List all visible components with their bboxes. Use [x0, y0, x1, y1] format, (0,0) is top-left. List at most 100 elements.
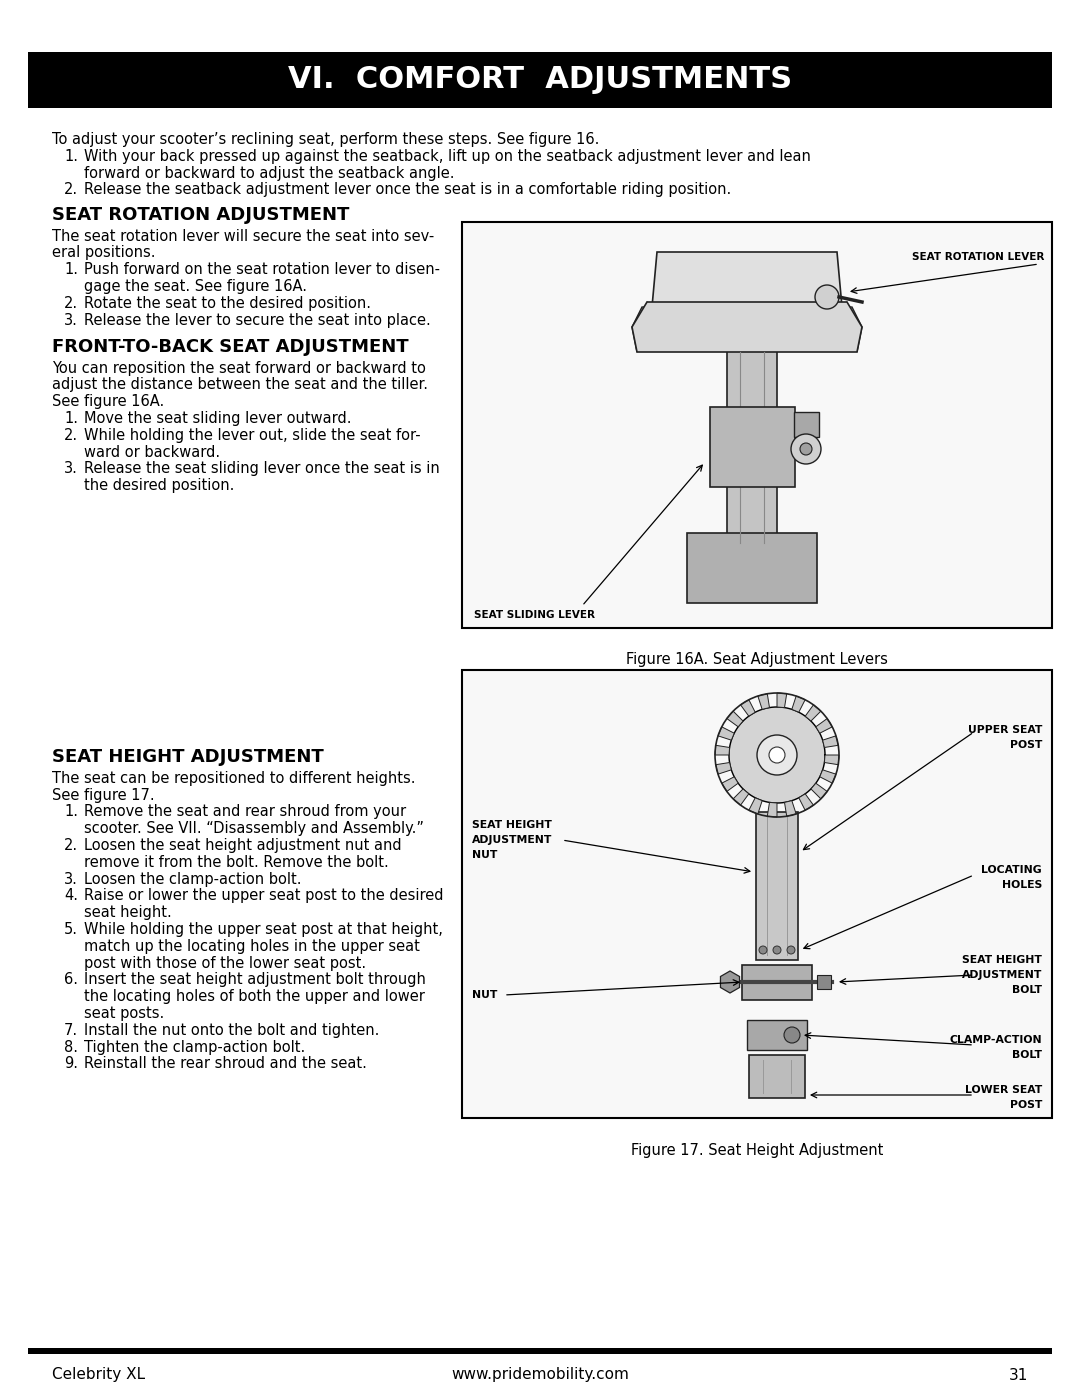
Text: Reinstall the rear shroud and the seat.: Reinstall the rear shroud and the seat. — [84, 1056, 367, 1071]
Polygon shape — [715, 746, 730, 754]
Text: BOLT: BOLT — [1012, 1051, 1042, 1060]
Text: LOCATING: LOCATING — [982, 865, 1042, 875]
Polygon shape — [632, 302, 862, 352]
Text: Release the seatback adjustment lever once the seat is in a comfortable riding p: Release the seatback adjustment lever on… — [84, 183, 731, 197]
Text: CLAMP-ACTION: CLAMP-ACTION — [949, 1035, 1042, 1045]
Text: Push forward on the seat rotation lever to disen-: Push forward on the seat rotation lever … — [84, 263, 440, 277]
Text: adjust the distance between the seat and the tiller.: adjust the distance between the seat and… — [52, 377, 428, 393]
Text: seat height.: seat height. — [84, 905, 172, 921]
Polygon shape — [823, 736, 838, 747]
Text: 6.: 6. — [64, 972, 78, 988]
Bar — [747, 1020, 807, 1051]
Text: SEAT HEIGHT: SEAT HEIGHT — [962, 956, 1042, 965]
Text: Rotate the seat to the desired position.: Rotate the seat to the desired position. — [84, 296, 372, 312]
Polygon shape — [758, 694, 769, 710]
Text: 8.: 8. — [64, 1039, 78, 1055]
Bar — [794, 412, 819, 437]
Text: See figure 17.: See figure 17. — [52, 788, 154, 802]
Text: Figure 17. Seat Height Adjustment: Figure 17. Seat Height Adjustment — [631, 1143, 883, 1158]
Polygon shape — [632, 302, 652, 352]
Polygon shape — [727, 711, 743, 726]
Text: ADJUSTMENT: ADJUSTMENT — [472, 835, 552, 845]
Polygon shape — [842, 302, 862, 352]
Text: the desired position.: the desired position. — [84, 478, 234, 493]
Text: remove it from the bolt. Remove the bolt.: remove it from the bolt. Remove the bolt… — [84, 855, 389, 870]
Text: ADJUSTMENT: ADJUSTMENT — [961, 970, 1042, 981]
Text: Loosen the seat height adjustment nut and: Loosen the seat height adjustment nut an… — [84, 838, 402, 854]
Text: The seat rotation lever will secure the seat into sev-: The seat rotation lever will secure the … — [52, 229, 434, 243]
Text: 2.: 2. — [64, 296, 78, 312]
Text: You can reposition the seat forward or backward to: You can reposition the seat forward or b… — [52, 360, 426, 376]
Polygon shape — [820, 770, 836, 784]
Circle shape — [759, 946, 767, 954]
Bar — [687, 534, 816, 604]
Text: The seat can be repositioned to different heights.: The seat can be repositioned to differen… — [52, 771, 416, 785]
Text: VI.  COMFORT  ADJUSTMENTS: VI. COMFORT ADJUSTMENTS — [288, 66, 792, 95]
Text: 2.: 2. — [64, 427, 78, 443]
Text: 2.: 2. — [64, 838, 78, 854]
Text: POST: POST — [1010, 740, 1042, 750]
Text: Tighten the clamp-action bolt.: Tighten the clamp-action bolt. — [84, 1039, 306, 1055]
Circle shape — [757, 735, 797, 775]
Polygon shape — [718, 726, 734, 740]
Polygon shape — [729, 707, 825, 803]
Text: eral positions.: eral positions. — [52, 246, 156, 260]
Text: Figure 16A. Seat Adjustment Levers: Figure 16A. Seat Adjustment Levers — [626, 652, 888, 666]
Polygon shape — [716, 763, 731, 774]
Text: Insert the seat height adjustment bolt through: Insert the seat height adjustment bolt t… — [84, 972, 426, 988]
Text: scooter. See VII. “Disassembly and Assembly.”: scooter. See VII. “Disassembly and Assem… — [84, 821, 424, 837]
Circle shape — [769, 747, 785, 763]
Text: Raise or lower the upper seat post to the desired: Raise or lower the upper seat post to th… — [84, 888, 444, 904]
Bar — [462, 671, 1052, 1118]
Polygon shape — [741, 700, 755, 717]
Text: match up the locating holes in the upper seat: match up the locating holes in the upper… — [84, 939, 420, 954]
Text: post with those of the lower seat post.: post with those of the lower seat post. — [84, 956, 366, 971]
Text: NUT: NUT — [472, 990, 498, 1000]
Text: gage the seat. See figure 16A.: gage the seat. See figure 16A. — [84, 279, 307, 295]
Text: Release the seat sliding lever once the seat is in: Release the seat sliding lever once the … — [84, 461, 440, 476]
Text: While holding the lever out, slide the seat for-: While holding the lever out, slide the s… — [84, 427, 420, 443]
Text: HOLES: HOLES — [1002, 880, 1042, 890]
Text: 2.: 2. — [64, 183, 78, 197]
Polygon shape — [652, 251, 842, 307]
Text: SEAT ROTATION LEVER: SEAT ROTATION LEVER — [912, 251, 1044, 263]
Polygon shape — [733, 789, 748, 805]
Text: ward or backward.: ward or backward. — [84, 444, 220, 460]
Circle shape — [787, 946, 795, 954]
Circle shape — [800, 443, 812, 455]
Polygon shape — [748, 798, 762, 814]
Bar — [750, 1055, 805, 1098]
Bar — [710, 407, 795, 488]
Text: 7.: 7. — [64, 1023, 78, 1038]
Text: Move the seat sliding lever outward.: Move the seat sliding lever outward. — [84, 411, 351, 426]
Text: Celebrity XL: Celebrity XL — [52, 1368, 145, 1383]
Bar — [727, 346, 777, 548]
Text: POST: POST — [1010, 1099, 1042, 1111]
Text: 1.: 1. — [64, 263, 78, 277]
Text: SEAT SLIDING LEVER: SEAT SLIDING LEVER — [474, 610, 595, 620]
Text: the locating holes of both the upper and lower: the locating holes of both the upper and… — [84, 989, 424, 1004]
Text: 1.: 1. — [64, 805, 78, 820]
Polygon shape — [777, 693, 786, 708]
Polygon shape — [806, 705, 821, 721]
Polygon shape — [811, 784, 827, 799]
Text: UPPER SEAT: UPPER SEAT — [968, 725, 1042, 735]
Text: To adjust your scooter’s reclining seat, perform these steps. See figure 16.: To adjust your scooter’s reclining seat,… — [52, 131, 599, 147]
Text: SEAT HEIGHT: SEAT HEIGHT — [472, 820, 552, 830]
Text: Release the lever to secure the seat into place.: Release the lever to secure the seat int… — [84, 313, 431, 328]
Text: With your back pressed up against the seatback, lift up on the seatback adjustme: With your back pressed up against the se… — [84, 149, 811, 163]
Polygon shape — [792, 696, 806, 712]
Text: 31: 31 — [1009, 1368, 1028, 1383]
Text: 1.: 1. — [64, 411, 78, 426]
Text: FRONT-TO-BACK SEAT ADJUSTMENT: FRONT-TO-BACK SEAT ADJUSTMENT — [52, 338, 408, 356]
Text: SEAT ROTATION ADJUSTMENT: SEAT ROTATION ADJUSTMENT — [52, 205, 349, 224]
Bar — [816, 975, 831, 989]
Text: See figure 16A.: See figure 16A. — [52, 394, 164, 409]
Text: NUT: NUT — [472, 849, 498, 861]
Text: 3.: 3. — [64, 872, 78, 887]
Bar — [462, 222, 1052, 629]
Text: Loosen the clamp-action bolt.: Loosen the clamp-action bolt. — [84, 872, 301, 887]
Text: 5.: 5. — [64, 922, 78, 937]
Text: www.pridemobility.com: www.pridemobility.com — [451, 1368, 629, 1383]
Text: seat posts.: seat posts. — [84, 1006, 164, 1021]
